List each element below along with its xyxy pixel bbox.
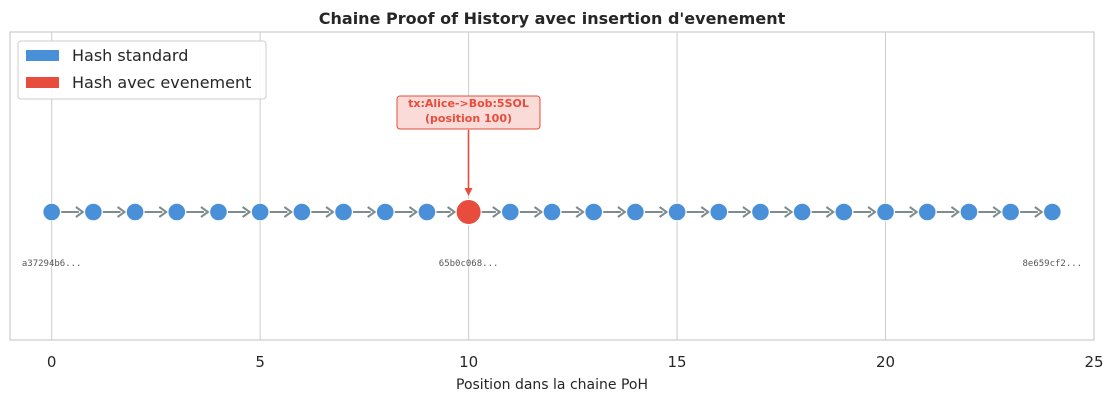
chain-arrow-head: [200, 206, 210, 218]
hash-point: [626, 202, 645, 222]
chain-arrow-head: [492, 206, 502, 218]
event-annotation: tx:Alice->Bob:5SOL (position 100): [396, 95, 541, 196]
chain-arrow-head: [242, 206, 252, 218]
hash-point: [84, 202, 103, 222]
legend-label-event: Hash avec evenement: [72, 73, 251, 92]
chain-arrow-head: [658, 206, 669, 218]
hash-point: [542, 202, 562, 222]
hash-label: a37294b6...: [22, 259, 82, 269]
hash-point: [209, 202, 228, 222]
x-tick-label: 20: [876, 353, 895, 371]
legend-box: [17, 40, 267, 100]
x-tick-label: 5: [255, 353, 265, 371]
hash-label: 65b0c068...: [439, 259, 499, 269]
hash-point: [751, 202, 770, 222]
hash-point: [792, 202, 812, 222]
hash-point: [667, 202, 687, 222]
hash-point: [167, 202, 187, 222]
hash-label: 8e659cf2...: [1023, 259, 1083, 269]
chain-arrow-head: [325, 206, 335, 218]
plot-frame: [9, 31, 1095, 341]
x-tick-label: 15: [668, 353, 687, 371]
chain-arrow-head: [447, 206, 457, 218]
legend-label-standard: Hash standard: [72, 46, 188, 65]
chain-arrow-head: [784, 206, 794, 218]
chain-arrow-head: [950, 206, 961, 218]
annotation-arrow-head: [464, 188, 473, 196]
hash-point: [709, 202, 729, 222]
chain-arrow-head: [575, 206, 585, 218]
x-tick-label: 10: [459, 353, 478, 371]
hash-point: [501, 202, 520, 222]
chain-arrow-head: [116, 206, 127, 218]
chain-arrow-head: [992, 206, 1002, 218]
hash-point: [417, 202, 437, 222]
event-hash-point: [455, 199, 482, 225]
chain-arrow-head: [1034, 206, 1044, 218]
chain-arrows: [61, 206, 1044, 218]
hash-point: [584, 202, 603, 222]
x-tick-label: 0: [47, 353, 57, 371]
hash-point: [1043, 202, 1062, 222]
chain-arrow-head: [742, 206, 752, 218]
annotation-line1: tx:Alice->Bob:5SOL: [408, 97, 529, 110]
x-axis-label: Position dans la chaine PoH: [456, 377, 648, 393]
x-tick-label: 25: [1084, 353, 1103, 371]
x-tick-labels: 0 5 10 15 20 25: [47, 353, 1104, 371]
chain-arrow-head: [617, 206, 627, 218]
annotation-line2: (position 100): [425, 112, 512, 125]
chain-arrow-head: [909, 206, 919, 218]
annotation-box: [396, 95, 541, 130]
hash-point: [917, 202, 937, 222]
chain-arrow-head: [533, 206, 544, 218]
legend: Hash standard Hash avec evenement: [17, 40, 267, 100]
chain-arrow-head: [283, 206, 294, 218]
chain-arrow-head: [367, 206, 377, 218]
hash-point: [42, 202, 61, 222]
hash-point: [375, 202, 395, 222]
chain-arrow-head: [825, 206, 836, 218]
hash-point: [959, 202, 979, 222]
chain-arrow-head: [867, 206, 877, 218]
hash-point: [834, 202, 854, 222]
hash-point: [292, 202, 312, 222]
hash-point: [250, 202, 270, 222]
legend-swatch-standard: [26, 50, 59, 61]
hash-point: [876, 202, 895, 222]
hash-point: [334, 202, 353, 222]
hash-points: [42, 199, 1062, 225]
chain-arrow-head: [75, 206, 85, 218]
chart-title: Chaine Proof of History avec insertion d…: [319, 9, 786, 28]
hash-point: [1001, 202, 1020, 222]
chain-arrow-head: [158, 206, 168, 218]
legend-swatch-event: [26, 77, 59, 88]
hash-labels: a37294b6... 65b0c068... 8e659cf2...: [22, 259, 1082, 269]
chain-arrow-head: [700, 206, 710, 218]
chain-arrow-head: [408, 206, 419, 218]
hash-point: [125, 202, 145, 222]
